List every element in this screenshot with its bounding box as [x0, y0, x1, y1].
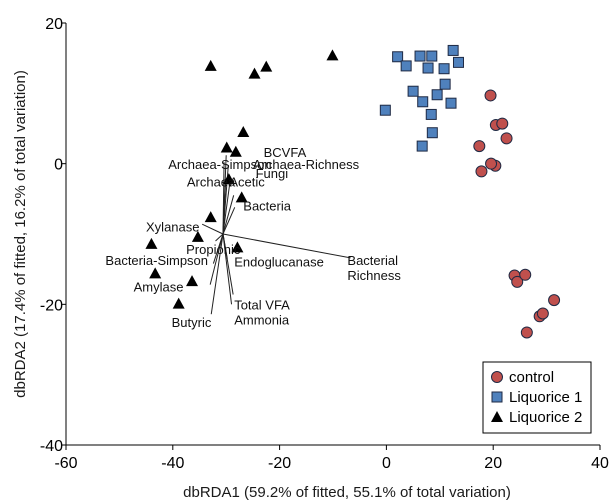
vector-label: Amylase: [134, 279, 184, 294]
liquorice-1-point: [426, 127, 438, 139]
vector-label: Richness: [347, 268, 401, 283]
control-point: [485, 157, 498, 170]
liquorice-1-point: [379, 104, 391, 116]
vector-label: Endoglucanase: [234, 255, 324, 270]
vector-label: Total VFA: [234, 298, 290, 313]
liquorice-2-point: [149, 267, 162, 279]
liquorice-1-point: [416, 140, 428, 152]
liquorice-1-point: [447, 44, 459, 56]
legend-marker-control: [491, 371, 503, 383]
vector-label: Bacteria: [243, 198, 291, 213]
vector-label: Ammonia: [234, 312, 290, 327]
liquorice-2-point: [326, 49, 339, 61]
liquorice-2-point: [229, 145, 242, 157]
legend-marker-liquorice-2: [491, 411, 503, 422]
x-axis-title: dbRDA1 (59.2% of fitted, 55.1% of total …: [183, 484, 511, 501]
vector-line: [215, 233, 224, 242]
vector-line: [201, 223, 224, 235]
vector-label: Archaea-Simpson: [168, 157, 271, 172]
y-tick-label: 20: [45, 16, 63, 33]
vector-label: Fungi: [256, 166, 289, 181]
liquorice-2-point: [204, 211, 217, 223]
vector-line: [222, 233, 233, 305]
control-point: [536, 307, 549, 320]
vector-label: Xylanase: [146, 219, 199, 234]
legend-label-liquorice-1: Liquorice 1: [509, 389, 582, 406]
vector-line: [222, 181, 227, 235]
vector-label: Archaea-Richness: [253, 157, 360, 172]
control-point: [496, 117, 509, 130]
legend-marker-liquorice-1: [491, 391, 503, 403]
liquorice-1-point: [431, 89, 443, 101]
vector-label: Acetic: [229, 174, 265, 189]
liquorice-1-point: [425, 108, 437, 120]
data-points: [145, 44, 561, 339]
liquorice-2-point: [145, 237, 158, 249]
vector-label: Propionic: [186, 242, 241, 257]
liquorice-1-point: [400, 60, 412, 72]
liquorice-1-point: [439, 78, 451, 90]
liquorice-2-point: [235, 191, 248, 203]
liquorice-2-point: [260, 60, 273, 72]
y-tick-label: 0: [54, 157, 63, 174]
liquorice-1-point: [422, 62, 434, 74]
control-point: [548, 294, 561, 307]
liquorice-1-point: [445, 97, 457, 109]
liquorice-1-point: [414, 50, 426, 62]
legend-label-control: control: [509, 369, 554, 386]
control-point: [500, 132, 513, 145]
control-point: [511, 275, 524, 288]
liquorice-1-point: [407, 85, 419, 97]
liquorice-2-point: [220, 141, 233, 153]
y-tick-label: -20: [40, 297, 63, 314]
vector-line: [210, 233, 224, 315]
liquorice-1-point: [452, 56, 464, 68]
control-point: [484, 89, 497, 102]
liquorice-2-point: [191, 230, 204, 242]
vector-line: [222, 195, 235, 235]
liquorice-2-point: [248, 67, 261, 79]
y-tick-label: -40: [40, 438, 63, 455]
x-tick-label: -20: [268, 455, 291, 472]
x-tick-label: -40: [161, 455, 184, 472]
biplot-vectors: [201, 155, 351, 315]
vector-label: Archaea: [187, 174, 236, 189]
liquorice-2-point: [186, 275, 199, 287]
liquorice-2-point: [237, 126, 250, 138]
control-point: [519, 268, 532, 281]
x-tick-label: 0: [382, 455, 391, 472]
y-axis-title: dbRDA2 (17.4% of fitted, 16.2% of total …: [12, 70, 29, 398]
liquorice-2-point: [231, 241, 244, 253]
liquorice-2-point: [204, 59, 217, 71]
liquorice-1-point: [417, 96, 429, 108]
liquorice-2-point: [172, 297, 185, 309]
control-point: [473, 140, 486, 153]
vector-label: Butyric: [172, 315, 212, 330]
vector-label: Bacterial: [347, 253, 398, 268]
control-point: [475, 165, 488, 178]
vector-label: Bacteria-Simpson: [105, 253, 208, 268]
vector-label: BCVFA: [264, 145, 307, 160]
control-point: [520, 326, 533, 339]
liquorice-1-point: [438, 63, 450, 75]
vector-line: [222, 181, 231, 235]
vector-line: [222, 207, 236, 235]
x-tick-label: 40: [591, 455, 609, 472]
vector-line: [222, 233, 351, 259]
x-tick-label: -60: [54, 455, 77, 472]
liquorice-1-point: [426, 50, 438, 62]
liquorice-2-point: [222, 173, 235, 185]
legend: control Liquorice 1 Liquorice 2: [482, 361, 592, 434]
liquorice-1-point: [392, 51, 404, 63]
vector-line: [209, 233, 224, 285]
x-tick-label: 20: [484, 455, 502, 472]
legend-label-liquorice-2: Liquorice 2: [509, 409, 582, 426]
